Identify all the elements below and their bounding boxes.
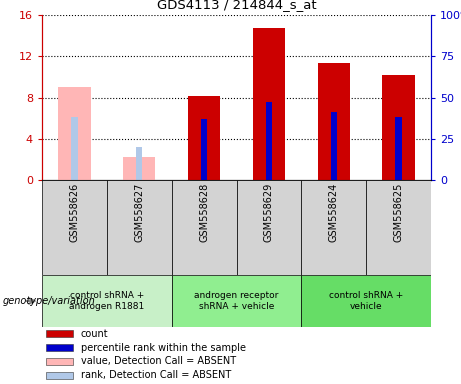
- Title: GDS4113 / 214844_s_at: GDS4113 / 214844_s_at: [157, 0, 316, 11]
- Bar: [123, 157, 155, 180]
- Text: GSM558626: GSM558626: [70, 183, 79, 242]
- Bar: [46, 331, 73, 337]
- Bar: [253, 28, 285, 180]
- Bar: [366, 180, 431, 275]
- Bar: [46, 358, 73, 365]
- Bar: [46, 344, 73, 351]
- Bar: [188, 96, 220, 180]
- Text: control shRNA +
vehicle: control shRNA + vehicle: [329, 291, 403, 311]
- Bar: [301, 275, 431, 327]
- Text: genotype/variation: genotype/variation: [2, 296, 95, 306]
- Text: rank, Detection Call = ABSENT: rank, Detection Call = ABSENT: [81, 370, 231, 380]
- Bar: [136, 147, 142, 180]
- Text: value, Detection Call = ABSENT: value, Detection Call = ABSENT: [81, 356, 236, 366]
- Text: GSM558629: GSM558629: [264, 183, 274, 242]
- Bar: [42, 180, 107, 275]
- Text: GSM558628: GSM558628: [199, 183, 209, 242]
- Bar: [58, 87, 91, 180]
- Bar: [201, 119, 207, 180]
- Bar: [46, 372, 73, 379]
- Bar: [71, 117, 77, 180]
- Text: control shRNA +
androgen R1881: control shRNA + androgen R1881: [69, 291, 144, 311]
- Text: androgen receptor
shRNA + vehicle: androgen receptor shRNA + vehicle: [195, 291, 279, 311]
- Bar: [266, 103, 272, 180]
- Bar: [318, 63, 350, 180]
- Bar: [236, 180, 301, 275]
- Bar: [301, 180, 366, 275]
- Bar: [382, 75, 415, 180]
- Text: percentile rank within the sample: percentile rank within the sample: [81, 343, 246, 353]
- Text: GSM558627: GSM558627: [134, 183, 144, 242]
- Bar: [171, 180, 236, 275]
- Bar: [42, 275, 171, 327]
- Text: count: count: [81, 329, 108, 339]
- Text: GSM558624: GSM558624: [329, 183, 339, 242]
- Text: GSM558625: GSM558625: [394, 183, 403, 242]
- Bar: [396, 117, 402, 180]
- Bar: [331, 113, 337, 180]
- Bar: [171, 275, 301, 327]
- Bar: [107, 180, 171, 275]
